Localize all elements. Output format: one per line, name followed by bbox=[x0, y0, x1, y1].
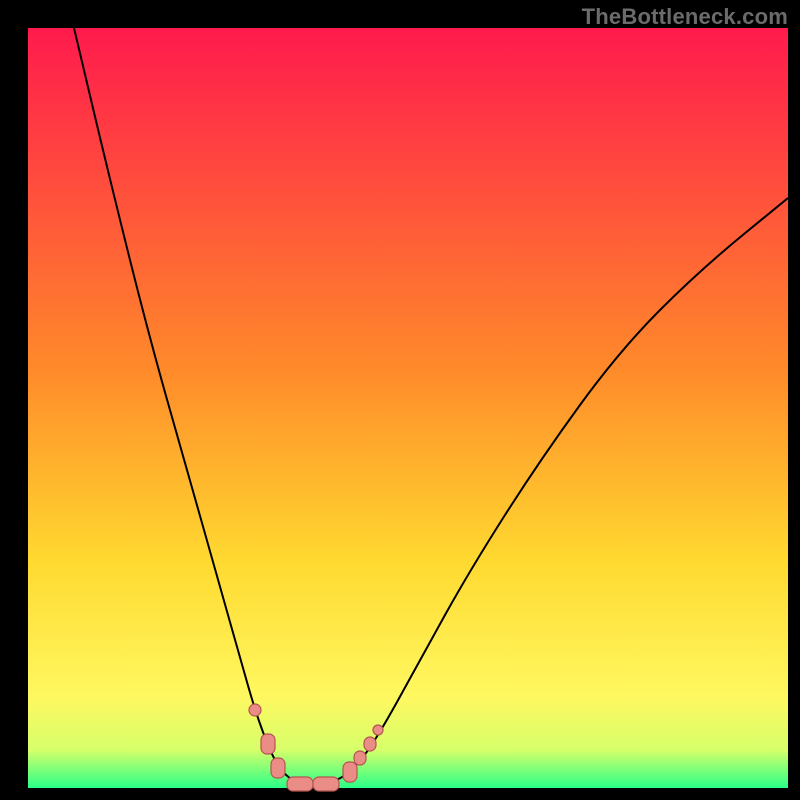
curve-marker bbox=[271, 758, 285, 778]
marker-group bbox=[249, 704, 383, 791]
bottleneck-curve-left bbox=[74, 28, 310, 786]
curve-marker bbox=[249, 704, 261, 716]
curve-marker bbox=[261, 734, 275, 754]
curve-marker bbox=[364, 737, 376, 751]
bottleneck-curve-right bbox=[310, 198, 788, 786]
curve-layer bbox=[0, 0, 800, 800]
curve-marker bbox=[313, 777, 339, 791]
curve-marker bbox=[287, 777, 313, 791]
curve-marker bbox=[354, 751, 366, 765]
curve-marker bbox=[373, 725, 383, 735]
curve-marker bbox=[343, 762, 357, 782]
